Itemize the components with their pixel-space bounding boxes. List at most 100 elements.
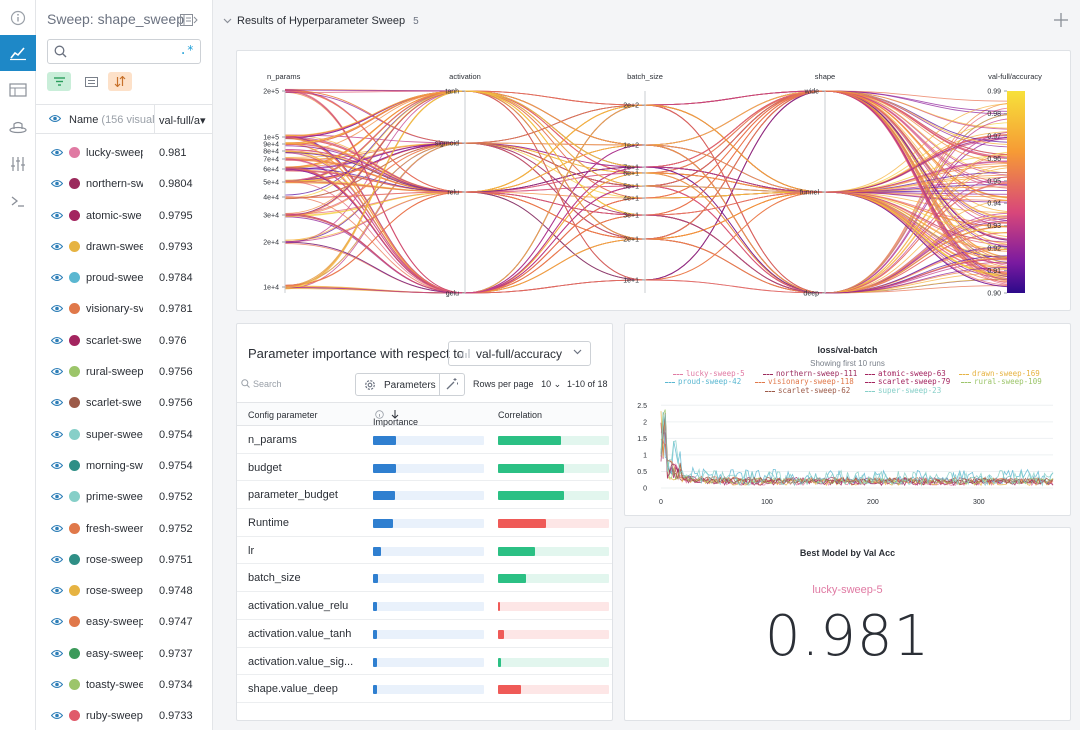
table-icon[interactable] <box>0 72 36 108</box>
run-row[interactable]: toasty-swee 0.9734 <box>36 669 212 700</box>
info-icon[interactable] <box>0 0 36 36</box>
run-row[interactable]: lucky-sweep 0.981 <box>36 137 212 168</box>
run-name[interactable]: fresh-sweer <box>86 522 143 535</box>
metric-select[interactable]: val-full/accuracy <box>448 341 591 366</box>
eye-icon[interactable] <box>50 617 64 629</box>
loss-chart-panel[interactable]: loss/val-batch Showing first 10 runs luc… <box>624 323 1071 516</box>
run-row[interactable]: morning-sw 0.9754 <box>36 450 212 481</box>
run-row[interactable]: ruby-sweep 0.9733 <box>36 700 212 730</box>
best-run-name[interactable]: lucky-sweep-5 <box>812 584 883 596</box>
legend-item[interactable]: northern-sweep-111 <box>763 369 857 378</box>
run-search-input[interactable] <box>72 43 182 60</box>
run-name[interactable]: drawn-swee <box>86 240 143 253</box>
eye-icon[interactable] <box>48 114 62 126</box>
run-color-dot[interactable] <box>69 366 80 378</box>
eye-icon[interactable] <box>50 430 64 442</box>
legend-item[interactable]: scarlet-sweep-62 <box>765 386 850 395</box>
magic-wand-icon[interactable] <box>445 377 459 394</box>
sliders-icon[interactable] <box>0 146 36 182</box>
run-color-dot[interactable] <box>69 178 80 190</box>
run-color-dot[interactable] <box>69 209 80 221</box>
run-row[interactable]: prime-swee 0.9752 <box>36 481 212 512</box>
eye-icon[interactable] <box>50 649 64 661</box>
run-name[interactable]: toasty-swee <box>86 679 143 692</box>
run-color-dot[interactable] <box>69 585 80 597</box>
eye-icon[interactable] <box>50 367 64 379</box>
parameters-button[interactable]: Parameters <box>355 373 465 396</box>
run-name[interactable]: scarlet-swe <box>86 334 142 347</box>
run-name[interactable]: scarlet-swe <box>86 397 142 410</box>
run-row[interactable]: rural-sweep 0.9756 <box>36 356 212 387</box>
terminal-icon[interactable] <box>0 183 36 219</box>
run-row[interactable]: easy-sweep 0.9737 <box>36 638 212 669</box>
legend-item[interactable]: drawn-sweep-169 <box>959 369 1040 378</box>
eye-icon[interactable] <box>50 680 64 692</box>
filter-button[interactable] <box>47 72 71 91</box>
run-color-dot[interactable] <box>69 459 80 471</box>
run-name[interactable]: lucky-sweep <box>86 147 143 159</box>
run-color-dot[interactable] <box>69 397 80 409</box>
run-row[interactable]: visionary-sv 0.9781 <box>36 293 212 324</box>
eye-icon[interactable] <box>50 398 64 410</box>
eye-icon[interactable] <box>50 211 64 223</box>
correlation-header[interactable]: Correlation <box>498 410 543 420</box>
eye-icon[interactable] <box>50 461 64 473</box>
legend-item[interactable]: visionary-sweep-118 <box>755 377 854 386</box>
run-color-dot[interactable] <box>69 553 80 565</box>
eye-icon[interactable] <box>50 148 64 160</box>
run-row[interactable]: scarlet-swe 0.976 <box>36 325 212 356</box>
sweep-title[interactable]: Sweep: shape_sweep <box>47 11 184 27</box>
regex-toggle[interactable]: .* <box>179 43 194 57</box>
charts-icon[interactable] <box>0 35 36 71</box>
run-name[interactable]: super-swee <box>86 428 143 441</box>
run-search[interactable]: .* <box>47 39 201 64</box>
run-name[interactable]: northern-sw <box>86 178 143 191</box>
run-name[interactable]: easy-sweep <box>86 616 143 629</box>
eye-icon[interactable] <box>50 273 64 285</box>
run-row[interactable]: easy-sweep 0.9747 <box>36 606 212 637</box>
hat-icon[interactable] <box>0 109 36 145</box>
add-panel-icon[interactable] <box>1053 12 1069 33</box>
run-row[interactable]: scarlet-swe 0.9756 <box>36 387 212 418</box>
run-row[interactable]: rose-sweep 0.9748 <box>36 575 212 606</box>
legend-item[interactable]: rural-sweep-109 <box>961 377 1042 386</box>
run-name[interactable]: morning-sw <box>86 459 143 472</box>
section-header[interactable]: Results of Hyperparameter Sweep 5 <box>223 15 419 27</box>
run-color-dot[interactable] <box>69 679 80 691</box>
importance-search[interactable]: Search <box>241 379 282 389</box>
run-color-dot[interactable] <box>69 491 80 503</box>
run-color-dot[interactable] <box>69 240 80 252</box>
run-row[interactable]: drawn-swee 0.9793 <box>36 231 212 262</box>
config-parameter-header[interactable]: Config parameter <box>248 410 318 420</box>
run-color-dot[interactable] <box>69 522 80 534</box>
legend-item[interactable]: atomic-sweep-63 <box>865 369 946 378</box>
run-name[interactable]: rose-sweep <box>86 585 143 598</box>
importance-header[interactable]: Importance <box>373 410 418 427</box>
rows-per-page[interactable]: Rows per page 10 ⌄ <box>473 379 562 389</box>
parallel-coordinates-chart[interactable]: n_params activation batch_size shape val-ful… <box>237 51 1070 310</box>
run-name[interactable]: proud-swee <box>86 272 143 285</box>
run-name[interactable]: atomic-swe <box>86 209 142 222</box>
run-color-dot[interactable] <box>69 303 80 315</box>
eye-icon[interactable] <box>50 492 64 504</box>
run-row[interactable]: fresh-sweer 0.9752 <box>36 513 212 544</box>
parallel-coordinates-panel[interactable]: n_params activation batch_size shape val-ful… <box>236 50 1071 311</box>
eye-icon[interactable] <box>50 555 64 567</box>
legend-item[interactable]: scarlet-sweep-79 <box>865 377 950 386</box>
run-name[interactable]: rose-sweep <box>86 553 143 566</box>
run-name[interactable]: ruby-sweep <box>86 710 143 723</box>
metric-column-header[interactable]: val-full/a▾ <box>159 115 206 127</box>
layout-icon[interactable] <box>180 13 198 31</box>
legend-item[interactable]: lucky-sweep-5 <box>673 369 745 378</box>
run-color-dot[interactable] <box>69 710 80 722</box>
group-button[interactable] <box>79 72 103 91</box>
eye-icon[interactable] <box>50 336 64 348</box>
sort-button[interactable] <box>108 72 132 91</box>
run-row[interactable]: rose-sweep 0.9751 <box>36 544 212 575</box>
loss-chart[interactable]: 0 0.5 1 1.5 2 2.5 0 100 200 300 <box>625 324 1070 515</box>
run-row[interactable]: northern-sw 0.9804 <box>36 168 212 199</box>
run-row[interactable]: proud-swee 0.9784 <box>36 262 212 293</box>
run-color-dot[interactable] <box>69 428 80 440</box>
run-color-dot[interactable] <box>69 616 80 628</box>
run-color-dot[interactable] <box>69 272 80 284</box>
